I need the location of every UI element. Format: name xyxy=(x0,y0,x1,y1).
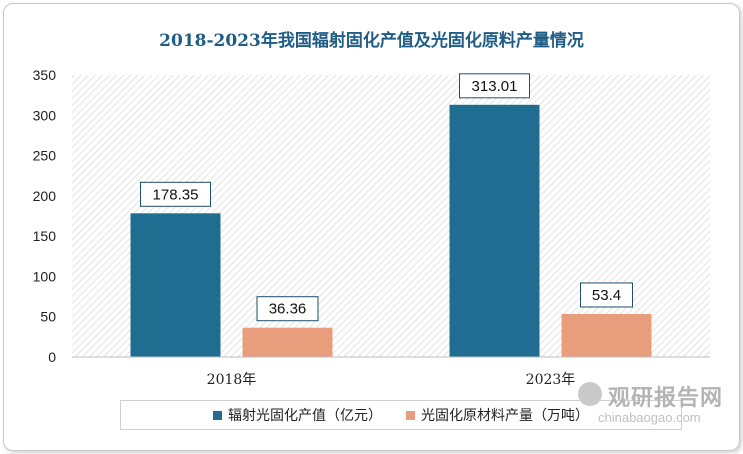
y-tick-label: 200 xyxy=(33,188,57,204)
y-tick-label: 300 xyxy=(33,107,57,123)
x-category-label: 2023年 xyxy=(526,372,576,388)
data-label: 36.36 xyxy=(269,301,307,318)
data-label: 53.4 xyxy=(592,287,621,304)
data-label: 313.01 xyxy=(472,78,518,95)
y-tick-label: 100 xyxy=(33,268,57,284)
bar-material-output-1 xyxy=(561,313,652,357)
data-label-box xyxy=(459,73,530,99)
data-label: 178.35 xyxy=(153,186,199,203)
bar-output-value-0 xyxy=(130,213,221,357)
y-tick-label: 50 xyxy=(40,309,56,325)
watermark-logo-icon xyxy=(578,382,602,406)
legend-item: 光固化原材料产量（万吨） xyxy=(406,405,589,425)
y-tick-label: 0 xyxy=(48,349,56,365)
data-label-box xyxy=(140,181,211,207)
legend-swatch xyxy=(213,410,222,420)
bar-output-value-1 xyxy=(449,104,540,357)
legend-swatch xyxy=(406,410,415,420)
bar-material-output-0 xyxy=(242,327,333,357)
watermark-url: chinabaogao.com xyxy=(598,410,701,425)
data-label-box xyxy=(256,296,319,322)
chart-title: 2018-2023年我国辐射固化产值及光固化原料产量情况 xyxy=(159,31,584,51)
watermark-name: 观研报告网 xyxy=(608,386,724,411)
y-tick-label: 350 xyxy=(33,67,57,83)
legend-label: 辐射光固化产值（亿元） xyxy=(228,408,382,424)
legend-label: 光固化原材料产量（万吨） xyxy=(421,408,589,424)
y-tick-label: 250 xyxy=(33,148,57,164)
legend-item: 辐射光固化产值（亿元） xyxy=(213,405,382,425)
data-label-box xyxy=(580,282,633,308)
watermark: 观研报告网 chinabaogao.com xyxy=(578,378,728,438)
x-category-label: 2018年 xyxy=(207,372,257,388)
y-tick-label: 150 xyxy=(33,228,57,244)
